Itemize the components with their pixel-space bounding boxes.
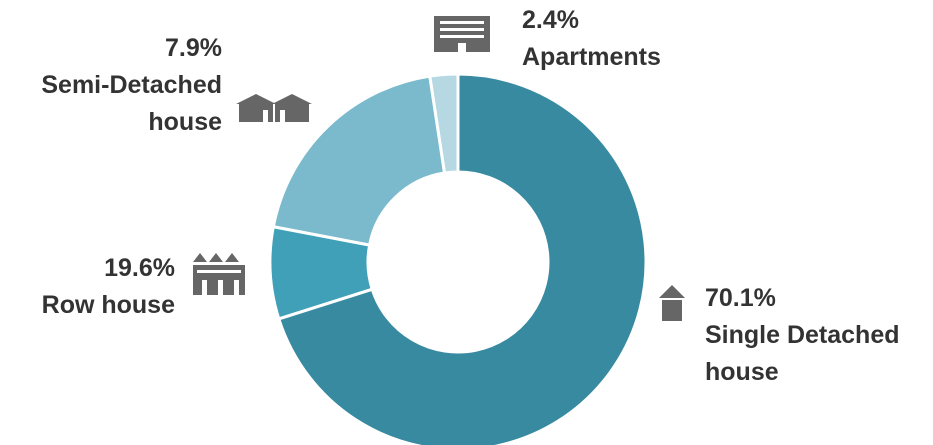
icons: [193, 16, 685, 321]
single-house-icon: [659, 285, 685, 321]
category-label: Row house: [41, 291, 175, 319]
category-label: Semi-Detached house: [41, 71, 222, 136]
slice-label: 19.6% Row house: [2, 250, 175, 324]
row-house-icon: [193, 253, 245, 295]
category-label: Apartments: [522, 43, 661, 71]
slice-label: 2.4% Apartments: [522, 2, 722, 76]
value-label: 19.6%: [104, 254, 175, 282]
slice-label: 7.9% Semi-Detached house: [2, 30, 222, 141]
value-label: 7.9%: [165, 34, 222, 62]
category-label: Single Detached house: [705, 321, 900, 386]
semi-detached-icon: [236, 94, 312, 122]
slice-label: 70.1% Single Detached house: [705, 280, 933, 391]
value-label: 2.4%: [522, 6, 579, 34]
apartments-icon: [434, 16, 490, 52]
donut-slice: [271, 74, 447, 247]
value-label: 70.1%: [705, 284, 776, 312]
donut-slice: [276, 72, 648, 445]
